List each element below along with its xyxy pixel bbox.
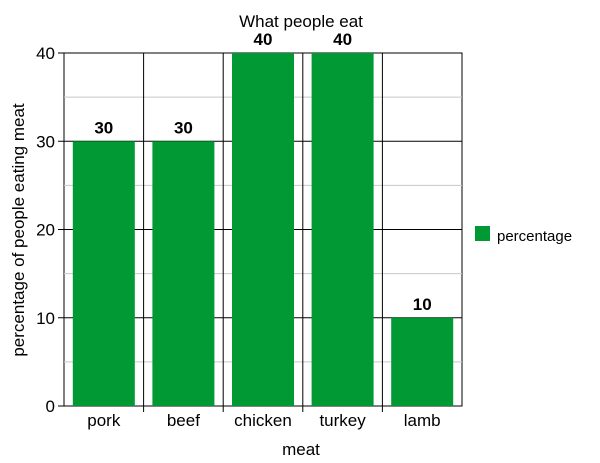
- legend-swatch: [475, 226, 490, 241]
- data-label-chicken: 40: [254, 30, 273, 49]
- legend: percentage: [475, 226, 572, 245]
- y-axis-ticks: 0 10 20 30 40: [36, 44, 64, 416]
- y-tick-label: 0: [46, 397, 55, 416]
- bar-pork: [72, 141, 135, 406]
- data-label-lamb: 10: [413, 295, 432, 314]
- x-tick-label: chicken: [234, 411, 292, 430]
- bar-chicken: [232, 53, 294, 406]
- x-tick-label: lamb: [404, 411, 441, 430]
- data-labels: 30 30 40 40 10: [94, 30, 431, 314]
- bar-beef: [152, 141, 215, 406]
- bar-turkey: [311, 53, 374, 406]
- bar-lamb: [391, 317, 454, 406]
- y-axis-label: percentage of people eating meat: [9, 103, 28, 357]
- y-tick-label: 10: [36, 309, 55, 328]
- y-tick-label: 20: [36, 221, 55, 240]
- bars: [72, 53, 454, 406]
- x-tick-label: pork: [87, 411, 121, 430]
- x-tick-label: beef: [167, 411, 200, 430]
- chart-title: What people eat: [239, 12, 363, 31]
- data-label-pork: 30: [94, 118, 113, 137]
- y-tick-label: 30: [36, 132, 55, 151]
- x-tick-label: turkey: [319, 411, 366, 430]
- legend-label: percentage: [497, 228, 572, 245]
- x-axis-label: meat: [282, 440, 320, 459]
- y-tick-label: 40: [36, 44, 55, 63]
- x-axis-ticks: pork beef chicken turkey lamb: [87, 411, 440, 430]
- data-label-turkey: 40: [333, 30, 352, 49]
- data-label-beef: 30: [174, 118, 193, 137]
